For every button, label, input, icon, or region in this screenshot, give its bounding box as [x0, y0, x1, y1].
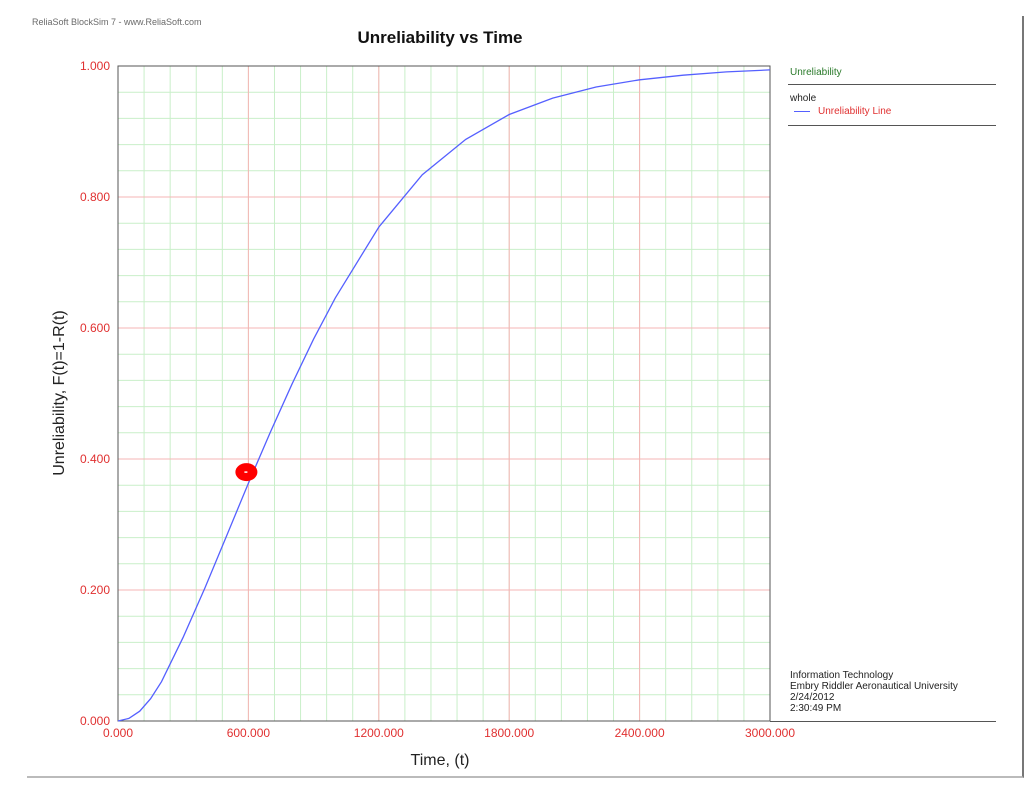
x-tick-label: 1200.000 — [354, 726, 404, 740]
info-line: Embry Riddler Aeronautical University — [790, 681, 958, 692]
y-tick-label: 0.400 — [80, 452, 110, 466]
divider — [770, 721, 996, 722]
legend-entry-label: Unreliability Line — [818, 106, 892, 117]
info-line: Information Technology — [790, 670, 894, 681]
x-tick-label: 1800.000 — [484, 726, 534, 740]
x-axis-label: Time, (t) — [411, 752, 470, 769]
x-tick-label: 3000.000 — [745, 726, 795, 740]
chart-window — [27, 16, 1024, 778]
x-tick-label: 0.000 — [103, 726, 133, 740]
legend-entry: Unreliability Line — [788, 104, 996, 126]
legend-title: Unreliability — [788, 66, 996, 85]
y-tick-label: 1.000 — [80, 59, 110, 73]
series-line-unreliability — [117, 69, 771, 722]
x-tick-label: 2400.000 — [615, 726, 665, 740]
chart-title: Unreliability vs Time — [357, 28, 523, 47]
app-caption: ReliaSoft BlockSim 7 - www.ReliaSoft.com — [32, 17, 202, 27]
info-block: Information Technology Embry Riddler Aer… — [790, 670, 958, 714]
legend: Unreliability whole Unreliability Line — [788, 66, 996, 126]
y-tick-label: 0.000 — [80, 714, 110, 728]
y-tick-label: 0.800 — [80, 190, 110, 204]
y-tick-label: 0.200 — [80, 583, 110, 597]
y-axis-label: Unreliability, F(t)=1-R(t) — [51, 310, 68, 476]
x-tick-label: 600.000 — [227, 726, 271, 740]
plot-border — [117, 65, 771, 722]
legend-group-label: whole — [790, 93, 817, 104]
legend-swatch-line — [794, 111, 810, 112]
info-line: 2:30:49 PM — [790, 703, 842, 714]
info-line: 2/24/2012 — [790, 692, 835, 703]
y-tick-label: 0.600 — [80, 321, 110, 335]
